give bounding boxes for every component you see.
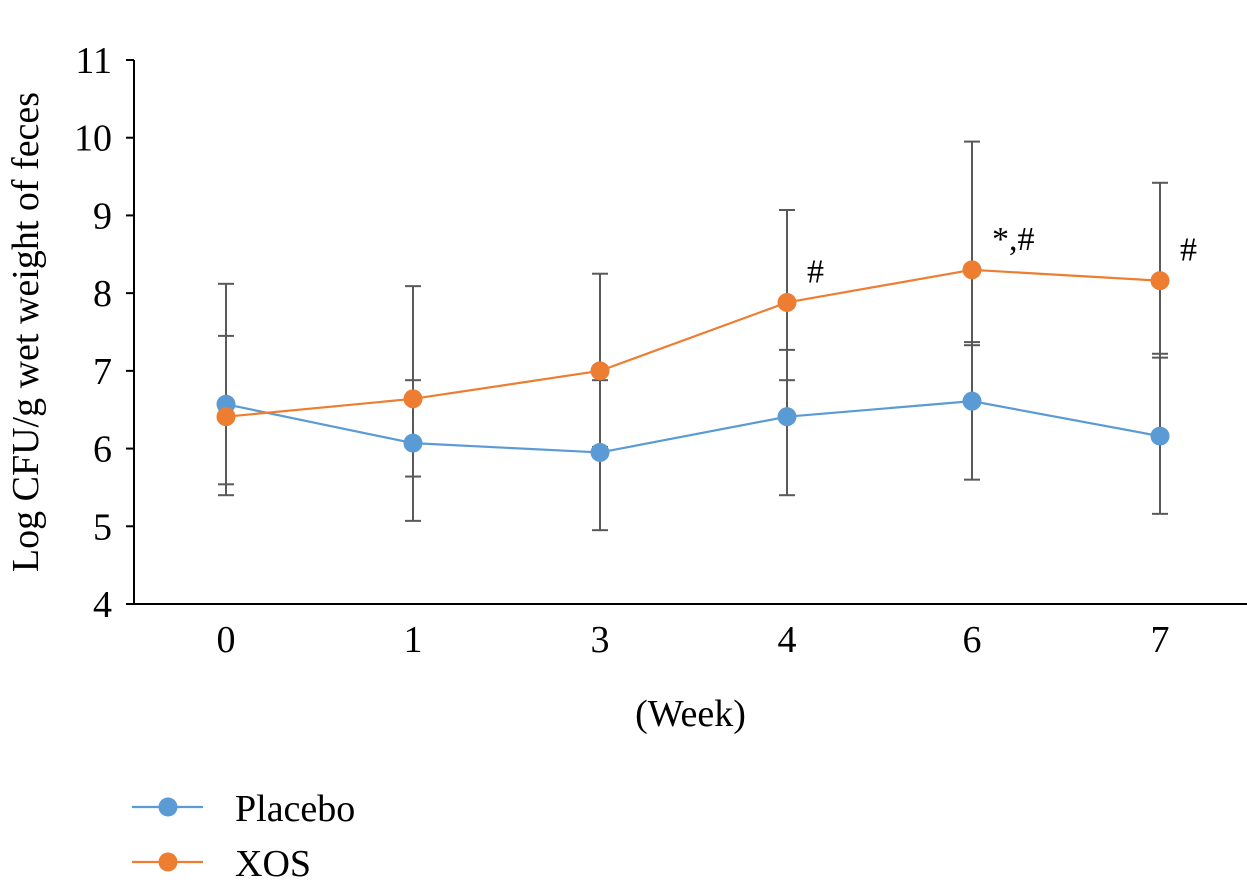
legend-label-xos: XOS [235, 843, 311, 885]
x-tick-label: 7 [1151, 619, 1170, 661]
error-bars [218, 140, 1168, 532]
placebo-point [590, 442, 610, 462]
significance-mark: # [1180, 232, 1197, 269]
x-tick-label: 4 [778, 619, 797, 661]
x-tick-label: 6 [963, 619, 982, 661]
y-tick-label: 8 [93, 273, 112, 315]
significance-annotations: # *,# # [807, 221, 1197, 291]
significance-mark: *,# [992, 221, 1035, 258]
xos-point [590, 361, 610, 381]
series-lines [225, 268, 1161, 454]
placebo-line [225, 400, 1161, 454]
y-tick-label: 10 [74, 118, 112, 160]
data-points [216, 260, 1170, 462]
x-tick-label: 1 [404, 619, 423, 661]
placebo-point [777, 407, 797, 427]
x-axis-title: (Week) [635, 693, 746, 735]
xos-point [216, 407, 236, 427]
y-tick-label: 5 [93, 506, 112, 548]
xos-line [225, 268, 1161, 418]
xos-point [962, 260, 982, 280]
xos-point [403, 389, 423, 409]
x-tick-label: 0 [217, 619, 236, 661]
legend-marker-xos [158, 852, 178, 872]
axes [133, 60, 1247, 605]
y-tick-label: 6 [93, 429, 112, 471]
legend: Placebo XOS [132, 788, 355, 885]
y-axis-title: Log CFU/g wet weight of feces [5, 92, 47, 572]
placebo-point [403, 433, 423, 453]
y-tick-label: 4 [93, 584, 112, 626]
x-tick-label: 3 [591, 619, 610, 661]
placebo-point [962, 391, 982, 411]
placebo-point [1150, 426, 1170, 446]
y-tick-label: 11 [75, 40, 112, 82]
legend-marker-placebo [158, 797, 178, 817]
y-tick-label: 9 [93, 195, 112, 237]
legend-label-placebo: Placebo [235, 788, 355, 830]
y-tick-labels: 4 5 6 7 8 9 10 11 [74, 40, 134, 626]
significance-mark: # [807, 253, 824, 290]
xos-point [1150, 271, 1170, 291]
y-tick-label: 7 [93, 351, 112, 393]
xos-point [777, 292, 797, 312]
x-tick-labels: 0 1 3 4 6 7 [217, 619, 1170, 661]
